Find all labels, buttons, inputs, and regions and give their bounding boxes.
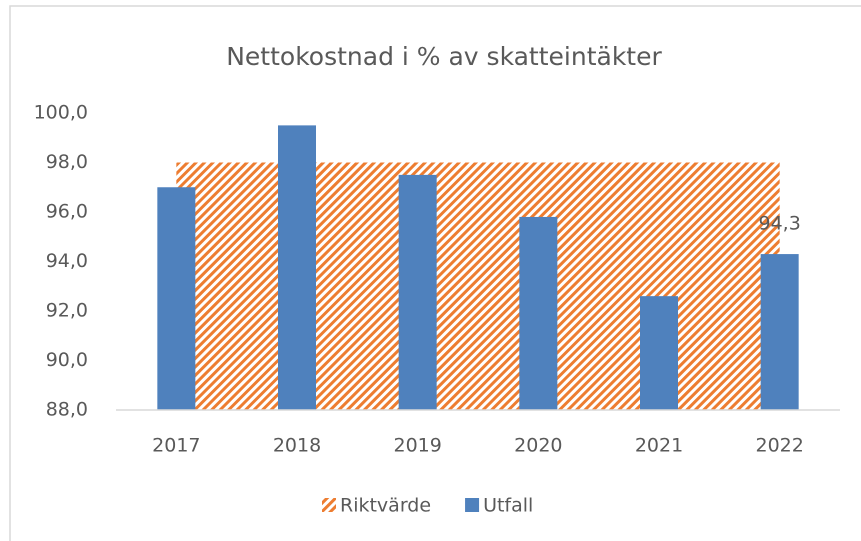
y-tick-label: 100,0 [34,102,88,124]
x-tick-label: 2019 [393,435,441,457]
bar [640,296,678,410]
x-tick-label: 2022 [755,435,803,457]
legend-swatch [465,498,480,512]
data-label: 94,3 [759,213,801,235]
y-tick-label: 98,0 [46,151,88,173]
x-tick-label: 2017 [152,435,200,457]
y-tick-label: 90,0 [46,349,88,371]
bar [760,254,799,410]
bar [398,174,437,410]
chart-title: Nettokostnad i % av skatteintäkter [226,42,662,71]
y-tick-label: 92,0 [46,300,88,322]
y-tick-label: 88,0 [46,399,88,421]
x-tick-label: 2020 [514,435,562,457]
legend-swatch [322,498,336,512]
legend-label: Utfall [483,495,533,517]
y-tick-label: 96,0 [46,201,88,223]
legend-label: Riktvärde [340,495,431,517]
x-tick-label: 2018 [273,435,321,457]
y-tick-label: 94,0 [46,250,88,272]
bar [157,187,196,410]
bar [278,125,316,410]
bar [519,216,558,410]
x-tick-label: 2021 [635,435,683,457]
area [176,162,780,410]
